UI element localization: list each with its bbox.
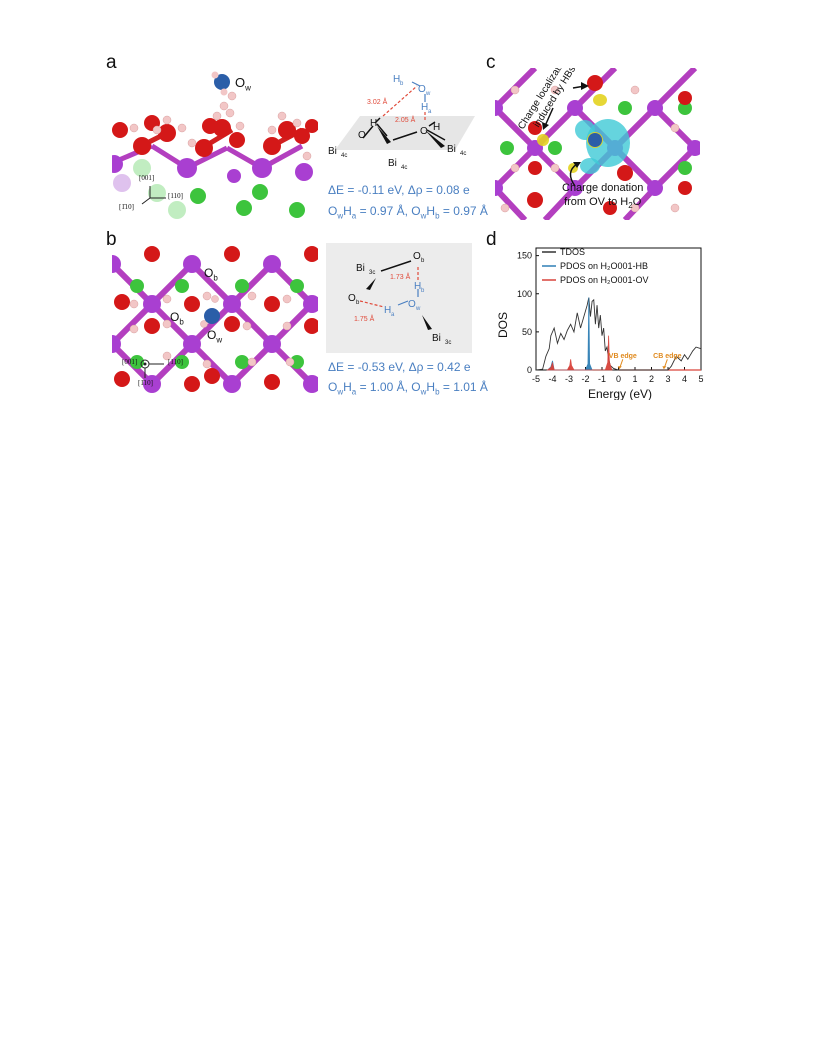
bond-length-line-b: OwHa = 1.00 Å, OwHb = 1.01 Å bbox=[328, 380, 488, 397]
scheme-a-d1: 3.02 Å bbox=[367, 97, 388, 106]
panel-letter-d: d bbox=[486, 229, 497, 250]
scheme-b-ow-sub: w bbox=[415, 306, 421, 312]
structure-a-side-view bbox=[112, 71, 318, 219]
crystal-axes-b bbox=[140, 359, 164, 378]
ow-label-a: Ow bbox=[235, 75, 251, 93]
axis-label-001-b: [001] bbox=[122, 358, 138, 366]
charge-density-c: Charge localization induced by HBs bbox=[495, 68, 700, 220]
scheme-b-hb-sub: b bbox=[421, 288, 425, 294]
scheme-b-ob-left-sub: b bbox=[356, 300, 360, 306]
legend-label: PDOS on H₂O001-HB bbox=[560, 261, 648, 271]
axis-label-1bar10-b: [1̄10] bbox=[138, 379, 153, 387]
scheme-a-ow: O bbox=[418, 84, 426, 95]
scheme-a-ha: H bbox=[421, 102, 428, 113]
scheme-b-ow: O bbox=[408, 299, 416, 310]
surface-plane-b bbox=[326, 243, 472, 353]
y-tick-label: 150 bbox=[517, 251, 532, 261]
annotation-label: VB edge bbox=[609, 353, 637, 360]
scheme-a-ow-sub: w bbox=[425, 91, 431, 97]
ob-label-b-left: Ob bbox=[170, 310, 184, 327]
axis-label-1bar10-a: [1̄10] bbox=[119, 203, 134, 211]
scheme-a-bi-mid: Bi bbox=[388, 158, 397, 169]
legend-label: PDOS on H₂O001-OV bbox=[560, 275, 649, 285]
scheme-a-o-right: O bbox=[420, 126, 428, 137]
structure-b-top-view bbox=[112, 246, 318, 393]
scheme-b-bi3c-top: Bi bbox=[356, 263, 365, 274]
scheme-a-hb: H bbox=[393, 74, 400, 85]
ow-atom-b bbox=[204, 308, 220, 324]
crystal-axes bbox=[141, 186, 166, 205]
scheme-b-d2: 1.75 Å bbox=[354, 314, 375, 323]
x-tick-label: -3 bbox=[565, 374, 573, 384]
series-line-tdos bbox=[535, 297, 702, 371]
scheme-b-ob-top: O bbox=[413, 251, 421, 262]
scheme-a-bi-left: Bi bbox=[328, 146, 337, 157]
x-tick-label: 4 bbox=[682, 374, 687, 384]
surface-plane bbox=[335, 116, 475, 150]
y-tick-label: 100 bbox=[517, 289, 532, 299]
scheme-b-d1: 1.73 Å bbox=[390, 272, 411, 281]
scheme-a-hb-sub: b bbox=[400, 81, 404, 87]
x-tick-label: 1 bbox=[632, 374, 637, 384]
x-tick-label: -2 bbox=[581, 374, 589, 384]
scheme-b-bi3c-bottom-sub: 3c bbox=[445, 340, 451, 346]
scheme-b-ob-top-sub: b bbox=[421, 258, 425, 264]
x-tick-label: -5 bbox=[532, 374, 540, 384]
x-tick-label: 2 bbox=[649, 374, 654, 384]
ob-label-b-top: Ob bbox=[204, 266, 218, 283]
y-tick-label: 50 bbox=[522, 327, 532, 337]
axis-label-001-a: [001] bbox=[139, 174, 155, 182]
ow-label-b: Ow bbox=[207, 328, 223, 345]
scheme-b-ha: H bbox=[384, 305, 391, 316]
charge-depletion-isosurface bbox=[586, 119, 630, 167]
x-tick-label: -1 bbox=[598, 374, 606, 384]
panel-letter-a: a bbox=[106, 52, 117, 73]
x-tick-label: 5 bbox=[698, 374, 703, 384]
scheme-b-ha-sub: a bbox=[391, 312, 395, 318]
x-tick-label: 3 bbox=[665, 374, 670, 384]
scheme-b-bi3c-bottom: Bi bbox=[432, 333, 441, 344]
scheme-b-hb: H bbox=[414, 281, 421, 292]
scheme-b: Bi 3c O b 1.73 Å H b O b H a O w 1.75 Å … bbox=[326, 243, 472, 353]
y-tick-label: 0 bbox=[527, 365, 532, 375]
scheme-b-bi3c-top-sub: 3c bbox=[369, 270, 375, 276]
axis-label-110-b: [110] bbox=[168, 358, 183, 366]
energy-line-a: ΔE = -0.11 eV, Δρ = 0.08 e bbox=[328, 183, 470, 197]
x-tick-label: -4 bbox=[548, 374, 556, 384]
annotation-arrowhead bbox=[617, 366, 622, 370]
ow-atom bbox=[214, 74, 230, 90]
charge-donation-label: Charge donation from OV to H2O bbox=[562, 182, 644, 211]
legend-label: TDOS bbox=[560, 247, 585, 257]
energy-line-b: ΔE = -0.53 eV, Δρ = 0.42 e bbox=[328, 360, 471, 374]
scheme-a-ha-sub: a bbox=[428, 109, 432, 115]
scheme-a-h-right: H bbox=[433, 122, 440, 133]
series-area-hb bbox=[546, 297, 593, 371]
annotation-label: CB edge bbox=[653, 353, 682, 360]
scheme-a-bi-left-sub: 4c bbox=[341, 153, 347, 159]
scheme-a-o-left: O bbox=[358, 130, 366, 141]
panel-letter-c: c bbox=[486, 52, 496, 73]
scheme-a-bi-right: Bi bbox=[447, 144, 456, 155]
scheme-a-h-left: H bbox=[370, 118, 377, 129]
bond-length-line-a: OwHa = 0.97 Å, OwHb = 0.97 Å bbox=[328, 204, 488, 221]
panel-letter-b: b bbox=[106, 229, 117, 250]
axis-label-110-a: [110] bbox=[168, 192, 183, 200]
dos-chart: DOS Energy (eV) -5 -4 -3 -2 -1 0 1 2 3 4 505010015… bbox=[496, 247, 704, 400]
y-axis-label: DOS bbox=[496, 312, 510, 338]
scheme-b-ob-left: O bbox=[348, 293, 356, 304]
x-tick-label: 0 bbox=[616, 374, 621, 384]
scheme-a-bi-mid-sub: 4c bbox=[401, 165, 407, 171]
scheme-a-d2: 2.05 Å bbox=[395, 115, 416, 124]
background-atoms bbox=[113, 159, 186, 219]
series-area-ov bbox=[546, 335, 613, 371]
x-axis-label: Energy (eV) bbox=[588, 387, 652, 400]
annotation-arrowhead bbox=[662, 366, 667, 370]
scheme-a-bi-right-sub: 4c bbox=[460, 151, 466, 157]
scheme-a: H b O w H a 3.02 Å 2.05 Å O H O H Bi 4c … bbox=[328, 74, 475, 171]
